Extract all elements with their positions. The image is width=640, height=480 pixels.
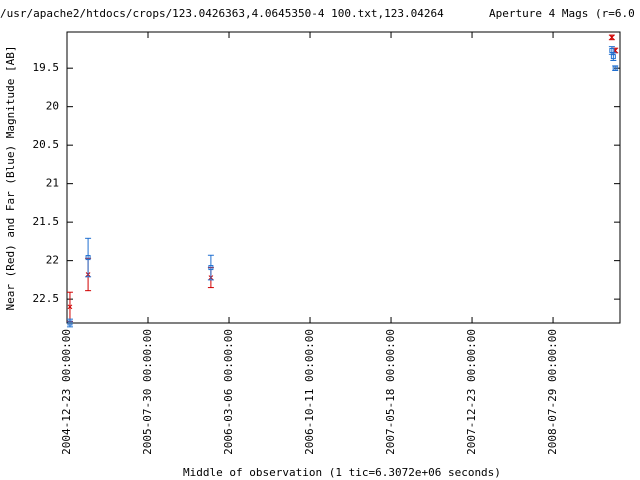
y-tick-label: 21.5 — [33, 215, 60, 228]
y-tick-label: 21 — [46, 177, 59, 190]
y-tick-label: 20 — [46, 100, 59, 113]
x-tick-label: 2006-10-11 00:00:00 — [303, 329, 316, 455]
y-axis-label: Near (Red) and Far (Blue) Magnitude [AB] — [4, 46, 17, 311]
y-tick-label: 22.5 — [33, 292, 60, 305]
marker — [208, 265, 214, 271]
chart-subtitle: Aperture 4 Mags (r=6.0 — [489, 7, 635, 20]
marker — [85, 255, 91, 261]
plot-frame — [66, 31, 621, 324]
chart-title: /usr/apache2/htdocs/crops/123.0426363,4.… — [0, 7, 444, 20]
x-tick-label: 2008-07-29 00:00:00 — [546, 329, 559, 455]
x-axis-label: Middle of observation (1 tic=6.3072e+06 … — [183, 466, 501, 479]
x-tick-label: 2007-05-18 00:00:00 — [384, 329, 397, 455]
y-tick-label: 20.5 — [33, 138, 60, 151]
x-tick-label: 2007-12-23 00:00:00 — [465, 329, 478, 455]
marker — [610, 54, 616, 60]
x-tick-label: 2004-12-23 00:00:00 — [60, 329, 73, 455]
x-tick-label: 2005-07-30 00:00:00 — [141, 329, 154, 455]
marker — [609, 35, 615, 40]
marker — [612, 65, 618, 71]
marker — [67, 304, 73, 310]
y-tick-label: 22 — [46, 254, 59, 267]
marker — [67, 320, 73, 326]
x-tick-label: 2006-03-06 00:00:00 — [222, 329, 235, 455]
y-tick-label: 19.5 — [33, 61, 60, 74]
